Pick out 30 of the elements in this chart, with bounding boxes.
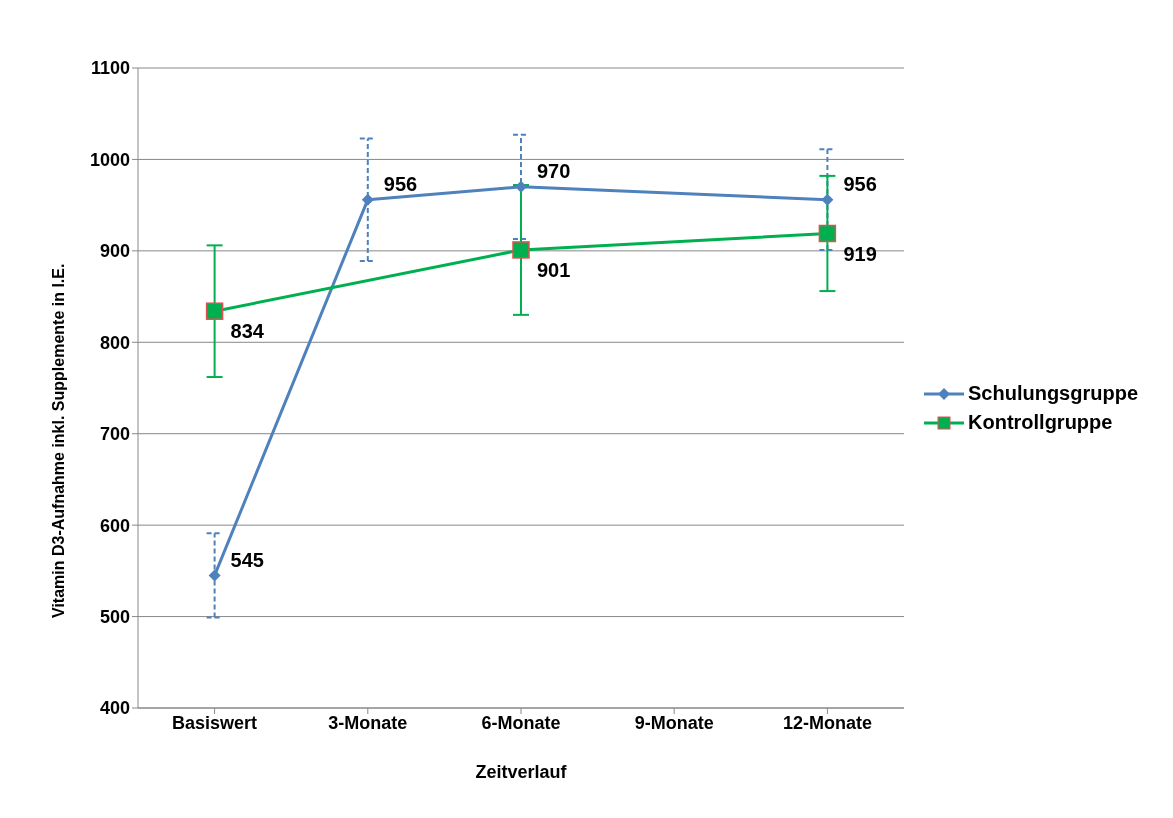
y-axis-title: Vitamin D3-Aufnahme inkl. Supplemente in I.E. xyxy=(49,263,67,618)
legend-label: Kontrollgruppe xyxy=(968,411,1113,434)
point xyxy=(205,302,224,320)
legend-label: Schulungsgruppe xyxy=(968,382,1138,405)
y-tick-label: 600 xyxy=(99,515,130,536)
data-label: 956 xyxy=(843,172,877,195)
data-label: 919 xyxy=(843,242,877,265)
point xyxy=(208,569,221,582)
point xyxy=(512,241,530,259)
point xyxy=(818,224,837,243)
data-label: 834 xyxy=(230,320,265,343)
y-tick-label: 1000 xyxy=(89,149,130,170)
y-tick-label: 500 xyxy=(99,606,130,627)
x-tick-label: 6-Monate xyxy=(481,712,561,733)
x-tick-label: Basiswert xyxy=(172,712,258,733)
point xyxy=(361,193,374,206)
data-label: 901 xyxy=(537,259,571,282)
x-tick-label: 12-Monate xyxy=(782,712,872,733)
x-tick-label: 9-Monate xyxy=(634,712,714,733)
y-tick-label: 400 xyxy=(99,698,130,719)
y-tick-label: 800 xyxy=(99,332,130,353)
x-tick-label: 3-Monate xyxy=(328,712,408,733)
data-label: 545 xyxy=(230,548,264,571)
y-tick-label: 700 xyxy=(99,424,130,445)
data-label: 956 xyxy=(383,172,418,195)
x-axis-title: Zeitverlauf xyxy=(475,762,568,782)
y-tick-label: 1100 xyxy=(90,58,130,79)
data-label: 970 xyxy=(537,159,571,182)
y-tick-label: 900 xyxy=(99,241,130,262)
point xyxy=(821,193,834,206)
